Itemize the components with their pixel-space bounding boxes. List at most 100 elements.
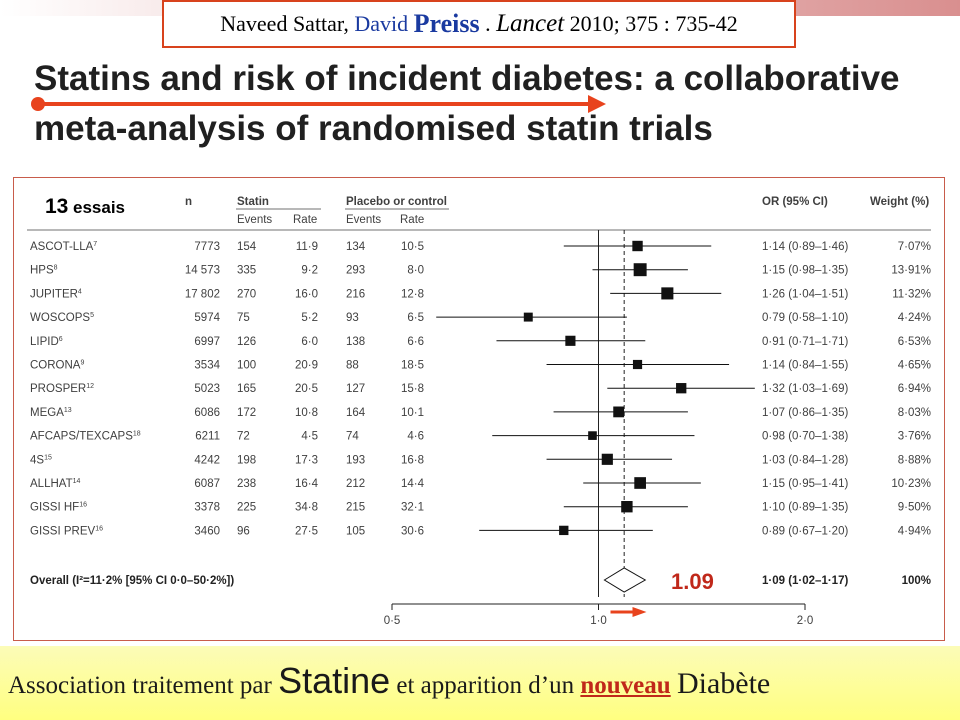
citation-box: Naveed Sattar, David Preiss . Lancet 201… [162,0,796,48]
control-rate: 6·5 [407,312,424,324]
study-weight: 4·94% [898,525,931,537]
study-n: 6997 [194,336,220,348]
study-n: 5023 [194,383,220,395]
study-n: 6087 [194,478,220,490]
citation-author-1: Naveed Sattar, [220,11,349,36]
study-or-ci: 1·03 (0·84–1·28) [762,454,848,466]
x-axis-tick-label: 0·5 [384,615,401,627]
control-events: 134 [346,241,366,253]
statin-events: 335 [237,265,256,277]
statin-rate: 4·5 [301,431,318,443]
statin-rate: 16·4 [295,478,319,490]
statin-rate: 20·5 [295,383,318,395]
study-n: 6086 [194,407,220,419]
study-or-ci: 1·32 (1·03–1·69) [762,383,848,395]
study-weight: 9·50% [898,502,931,514]
statin-rate: 9·2 [301,265,318,277]
study-or-ci: 1·14 (0·84–1·55) [762,360,848,372]
study-or-ci: 1·15 (0·95–1·41) [762,478,848,490]
control-events: 216 [346,288,365,300]
overall-or-ci: 1·09 (1·02–1·17) [762,575,848,587]
study-or-ci: 1·15 (0·98–1·35) [762,265,848,277]
statin-rate: 11·9 [296,241,318,253]
header-or: OR (95% CI) [762,196,828,208]
statin-rate: 6·0 [301,336,318,348]
statin-events: 154 [237,241,257,253]
study-weight: 4·65% [898,360,931,372]
x-axis-tick-label: 1·0 [590,615,607,627]
study-n: 7773 [194,241,220,253]
study-weight: 8·03% [898,407,931,419]
study-ref: 7 [93,241,97,248]
statin-rate: 27·5 [295,525,318,537]
study-name: ASCOT-LLA7 [30,241,97,253]
control-events: 215 [346,502,365,514]
statin-events: 100 [237,360,256,372]
study-weight: 3·76% [898,431,931,443]
study-n: 4242 [194,454,220,466]
control-rate: 10·1 [401,407,424,419]
study-or-ci: 0·98 (0·70–1·38) [762,431,848,443]
study-or-ci: 1·14 (0·89–1·46) [762,241,848,253]
statin-rate: 20·9 [295,360,318,372]
study-or-ci: 0·91 (0·71–1·71) [762,336,848,348]
study-weight: 6·94% [898,383,931,395]
statin-events: 172 [237,407,256,419]
study-point [613,406,625,418]
study-ref: 5 [90,312,94,319]
citation-journal: Lancet [496,10,565,37]
study-ref: 16 [95,525,103,532]
statin-rate: 17·3 [295,454,318,466]
statin-events: 270 [237,288,256,300]
footer-banner: Association traitement par Statine et ap… [0,646,960,720]
study-ref: 18 [133,431,141,438]
statin-events: 225 [237,502,256,514]
study-point [565,335,576,346]
control-rate: 10·5 [401,241,424,253]
statin-events: 96 [237,525,250,537]
citation-author-2-last: Preiss [413,9,480,38]
study-point [634,477,646,489]
study-n: 3378 [194,502,220,514]
control-rate: 15·8 [401,383,424,395]
citation-volume: 2010; 375 : 735-42 [569,11,738,36]
study-n: 6211 [195,431,220,443]
page-title: Statins and risk of incident diabetes: a… [34,59,900,148]
overall-annotation: 1.09 [671,569,714,594]
header-statin-events: Events [237,214,272,226]
study-name: JUPITER4 [30,288,82,300]
overall-diamond [603,567,647,593]
study-or-ci: 1·10 (0·89–1·35) [762,502,848,514]
statin-events: 126 [237,336,256,348]
study-n: 3460 [194,525,220,537]
study-point [632,240,643,252]
study-n: 17 802 [185,288,220,300]
study-name: GISSI PREV16 [30,525,103,537]
statin-rate: 5·2 [301,312,318,324]
study-ref: 14 [73,478,81,485]
study-n: 14 573 [185,265,220,277]
footer-text-statine: Statine [278,660,391,701]
statin-events: 238 [237,478,256,490]
study-point [559,525,569,536]
forest-plot-panel [13,177,945,641]
study-ref: 8 [54,265,58,272]
citation-author-2-first: David [354,11,409,36]
study-ref: 12 [86,383,94,390]
control-events: 105 [346,525,365,537]
study-or-ci: 1·07 (0·86–1·35) [762,407,848,419]
study-weight: 8·88% [898,454,931,466]
statin-events: 198 [237,454,256,466]
study-point [632,359,643,370]
study-ref: 16 [79,502,87,509]
study-point [621,501,633,513]
study-weight: 7·07% [898,241,931,253]
control-rate: 6·6 [407,336,424,348]
header-placebo-events: Events [346,214,381,226]
control-events: 164 [346,407,366,419]
control-rate: 14·4 [401,478,425,490]
control-events: 293 [346,265,365,277]
header-statin: Statin [237,196,269,208]
control-events: 93 [346,312,359,324]
study-weight: 4·24% [898,312,931,324]
